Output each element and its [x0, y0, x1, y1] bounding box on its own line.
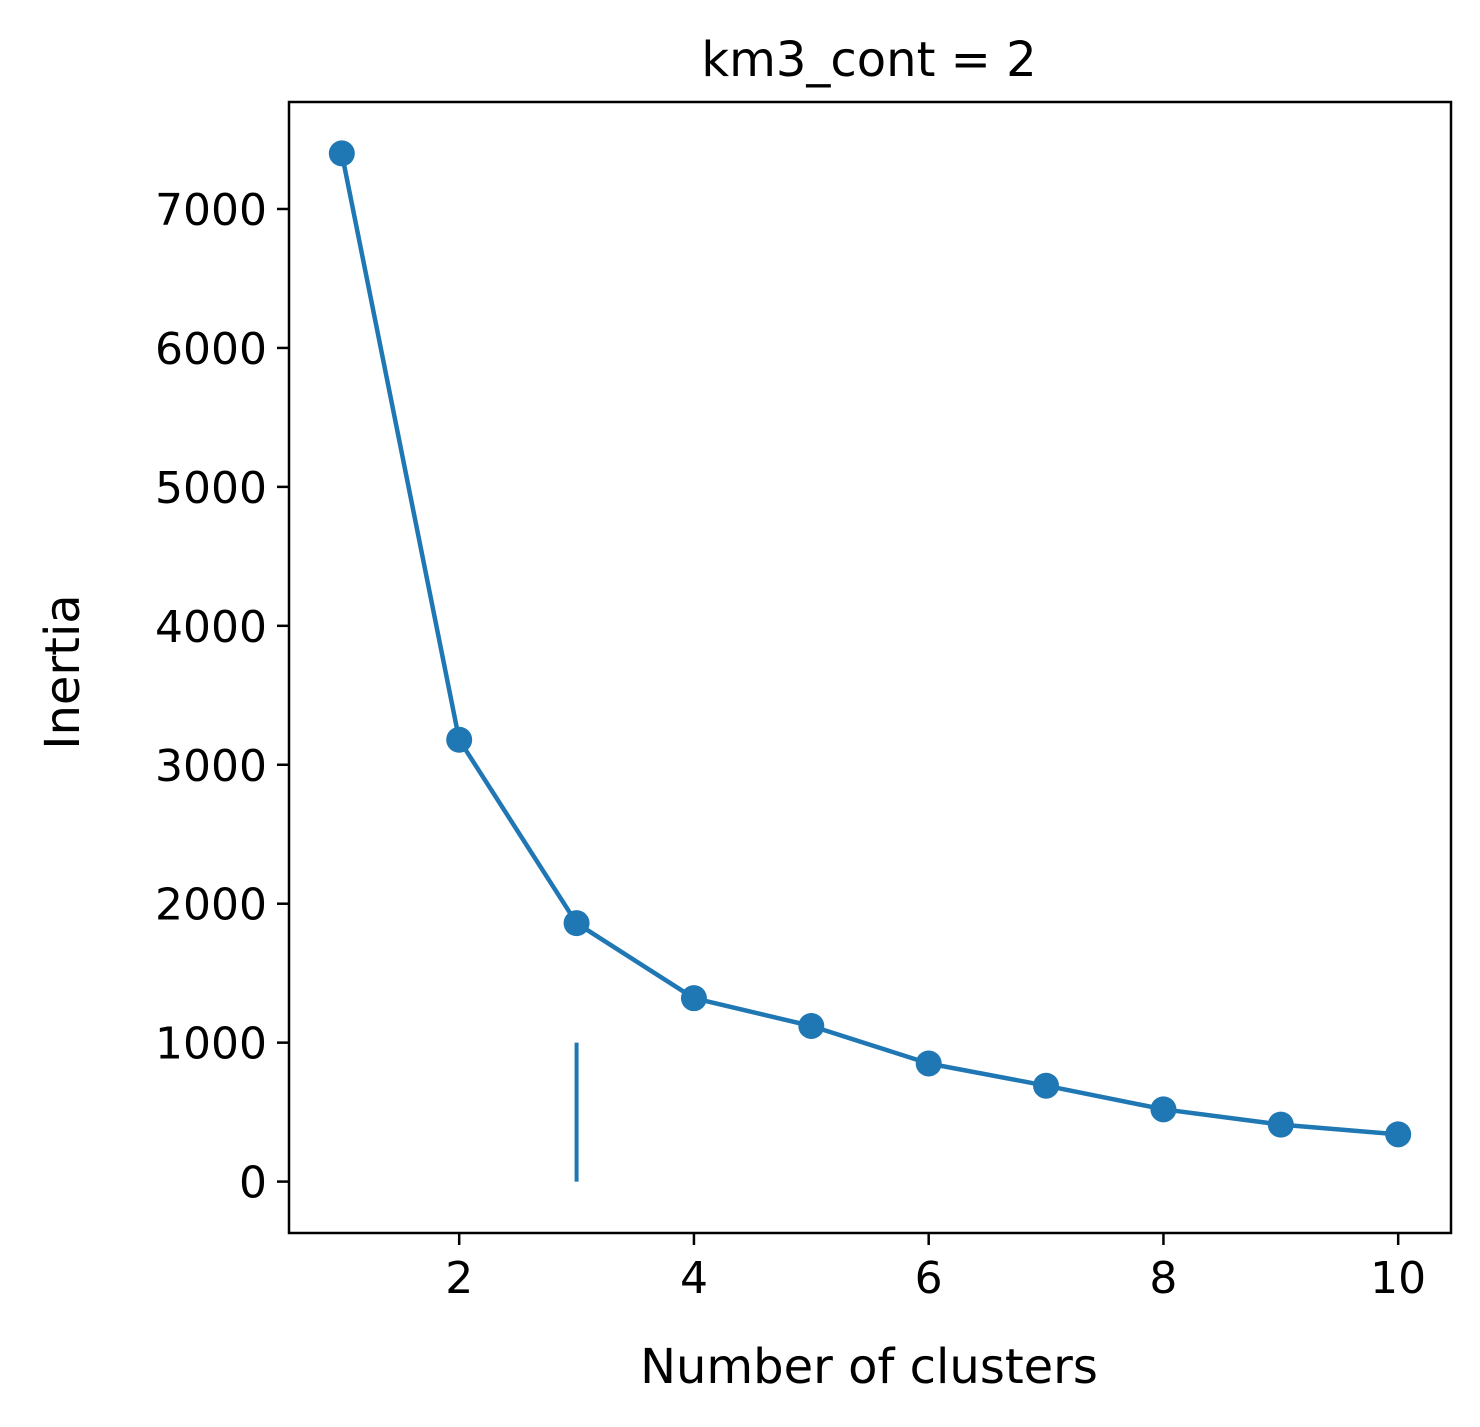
- data-point: [1385, 1121, 1412, 1148]
- data-point: [1267, 1111, 1294, 1138]
- y-tick-label: 6000: [155, 324, 267, 375]
- data-point: [446, 726, 473, 753]
- y-tick-label: 4000: [155, 602, 267, 653]
- y-tick-label: 1000: [155, 1019, 267, 1070]
- x-axis-label: Number of clusters: [640, 1339, 1098, 1395]
- data-point: [915, 1050, 942, 1077]
- y-tick-label: 0: [239, 1158, 267, 1209]
- data-point: [798, 1012, 825, 1039]
- y-tick-label: 2000: [155, 880, 267, 931]
- x-axis: 2 4 6 8 10: [445, 1233, 1426, 1304]
- y-tick-label: 7000: [155, 185, 267, 236]
- data-point: [328, 140, 355, 167]
- x-tick-label: 8: [1149, 1253, 1177, 1304]
- y-axis-label: Inertia: [35, 594, 91, 749]
- x-tick-label: 6: [915, 1253, 943, 1304]
- y-axis: 0 1000 2000 3000 4000 5000 6000 7000: [155, 185, 289, 1209]
- data-point: [563, 910, 590, 937]
- data-point: [1033, 1072, 1060, 1099]
- data-point: [680, 985, 707, 1012]
- x-tick-label: 2: [445, 1253, 473, 1304]
- y-tick-label: 5000: [155, 463, 267, 514]
- x-tick-label: 4: [680, 1253, 708, 1304]
- y-tick-label: 3000: [155, 741, 267, 792]
- chart-title: km3_cont = 2: [701, 32, 1036, 88]
- series-line: [339, 152, 1399, 1137]
- data-point: [1150, 1096, 1177, 1123]
- axes-frame: [287, 100, 1453, 1235]
- x-tick-label: 10: [1370, 1253, 1426, 1304]
- plot-area: [328, 140, 1412, 1182]
